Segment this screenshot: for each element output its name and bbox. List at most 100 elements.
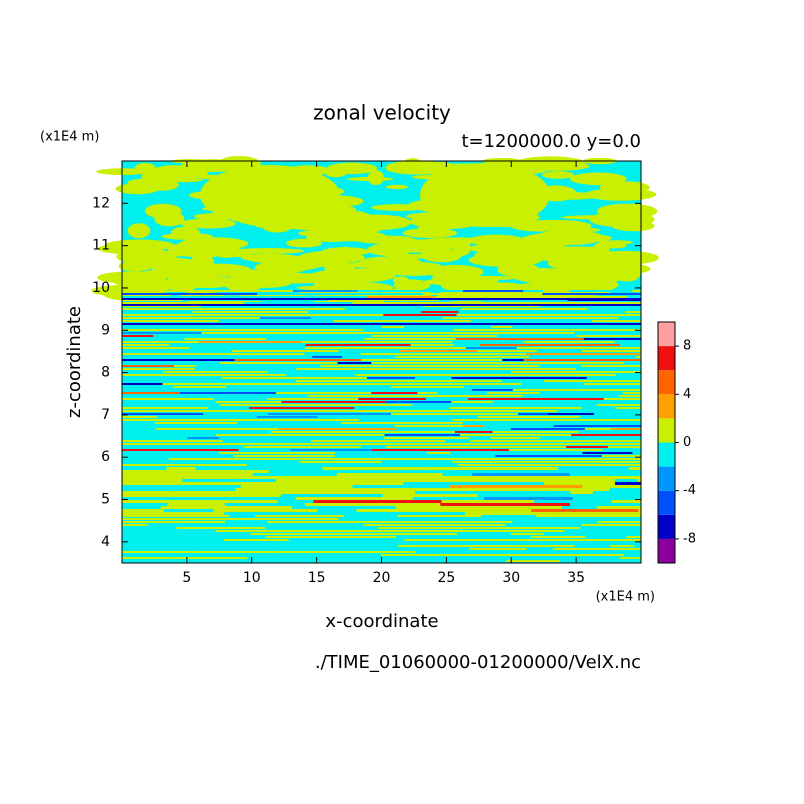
- field-stripe: [267, 371, 380, 373]
- field-stripe: [360, 446, 386, 448]
- field-stripe: [449, 485, 583, 490]
- field-stripe: [334, 455, 441, 457]
- field-stripe: [267, 413, 392, 415]
- field-stripe: [625, 311, 641, 313]
- field-stripe: [122, 371, 164, 373]
- field-stripe: [251, 314, 358, 316]
- field-stripe: [614, 479, 638, 484]
- field-stripe: [464, 512, 556, 517]
- field-stripe: [196, 308, 259, 310]
- field-stripe: [252, 473, 284, 478]
- field-stripe: [258, 308, 283, 310]
- field-blob: [173, 276, 240, 288]
- field-stripe: [525, 470, 641, 475]
- field-stripe: [596, 506, 641, 511]
- field-stripe: [122, 503, 168, 508]
- field-stripe: [383, 560, 507, 562]
- field-stripe: [304, 353, 361, 355]
- field-stripe: [249, 407, 355, 409]
- field-stripe: [422, 410, 512, 412]
- field-stripe: [122, 320, 220, 322]
- field-stripe: [358, 398, 426, 400]
- field-stripe: [203, 413, 268, 415]
- field-stripe: [357, 512, 465, 517]
- field-stripe: [286, 374, 356, 376]
- field-stripe: [361, 359, 432, 361]
- field-stripe: [383, 314, 457, 316]
- field-stripe: [330, 464, 458, 466]
- field-stripe: [631, 290, 641, 292]
- x-tick-label: 20: [373, 570, 391, 586]
- field-stripe: [208, 407, 250, 409]
- field-stripe: [462, 422, 603, 424]
- field-stripe: [293, 491, 416, 496]
- field-stripe: [306, 389, 335, 391]
- field-stripe: [169, 344, 306, 346]
- field-stripe: [437, 392, 488, 394]
- field-stripe: [580, 464, 641, 466]
- field-stripe: [221, 542, 338, 544]
- field-stripe: [243, 446, 361, 448]
- field-stripe: [160, 506, 293, 511]
- field-stripe: [405, 443, 520, 445]
- field-stripe: [246, 464, 331, 466]
- field-stripe: [278, 524, 364, 526]
- x-unit: (x1E4 m): [596, 590, 655, 605]
- field-stripe: [624, 542, 641, 544]
- field-stripe: [162, 443, 220, 445]
- field-stripe: [487, 392, 540, 394]
- field-stripe: [563, 374, 617, 376]
- field-stripe: [163, 371, 235, 373]
- field-stripe: [283, 473, 337, 478]
- field-stripe: [299, 461, 382, 463]
- field-stripe: [384, 434, 460, 436]
- field-stripe: [122, 311, 193, 313]
- field-stripe: [522, 314, 555, 316]
- field-stripe: [162, 383, 301, 385]
- field-stripe: [537, 479, 615, 484]
- field-stripe: [322, 467, 429, 472]
- field-stripe: [168, 536, 266, 538]
- field-stripe: [415, 491, 526, 496]
- field-stripe: [624, 554, 641, 556]
- field-stripe: [382, 326, 405, 328]
- field-stripe: [609, 488, 641, 493]
- field-stripe: [237, 422, 341, 424]
- field-stripe: [611, 500, 641, 505]
- field-stripe: [224, 512, 319, 517]
- field-stripe: [505, 524, 582, 526]
- field-stripe: [267, 521, 376, 523]
- field-stripe: [266, 338, 365, 340]
- field-stripe: [569, 473, 641, 478]
- field-stripe: [122, 455, 234, 457]
- field-stripe: [502, 359, 524, 361]
- colorbar-band: [658, 346, 675, 371]
- field-stripe: [481, 482, 544, 487]
- field-stripe: [219, 443, 295, 445]
- field-stripe: [168, 458, 299, 460]
- field-stripe: [618, 395, 641, 397]
- field-stripe: [233, 461, 257, 463]
- field-stripe: [122, 491, 172, 496]
- field-stripe: [355, 374, 443, 376]
- field-stripe: [122, 383, 163, 385]
- field-stripe: [404, 326, 492, 328]
- field-stripe: [491, 302, 615, 304]
- field-stripe: [363, 524, 425, 526]
- field-stripe: [525, 491, 571, 496]
- field-stripe: [189, 524, 279, 526]
- field-stripe: [223, 500, 278, 505]
- field-stripe: [322, 332, 459, 334]
- field-stripe: [371, 392, 418, 394]
- field-stripe: [237, 548, 339, 550]
- field-stripe: [639, 530, 641, 532]
- field-stripe: [216, 434, 326, 436]
- field-stripe: [238, 449, 291, 451]
- field-stripe: [615, 407, 641, 409]
- field-stripe: [313, 500, 442, 505]
- field-stripe: [179, 392, 277, 394]
- field-stripe: [572, 497, 599, 502]
- field-stripe: [562, 506, 597, 511]
- field-stripe: [383, 431, 455, 433]
- field-stripe: [598, 533, 629, 535]
